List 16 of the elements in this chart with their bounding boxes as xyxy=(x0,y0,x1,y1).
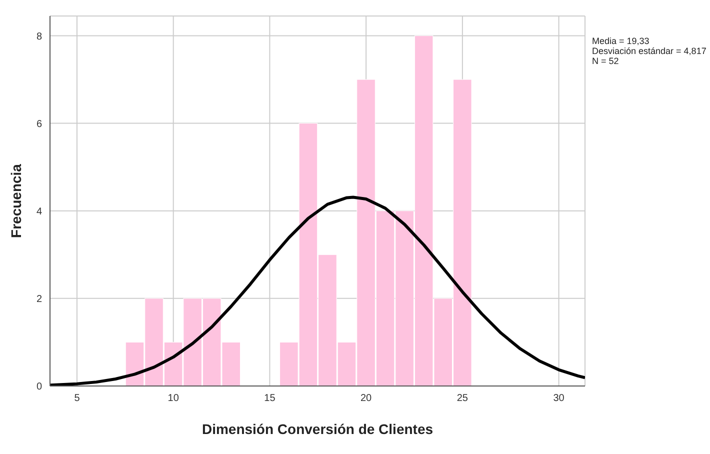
text: Desviación estándar = 4,817 xyxy=(592,46,706,56)
x-tick-label: 10 xyxy=(168,393,180,404)
y-tick-label: 8 xyxy=(36,31,42,42)
x-tick-label: 20 xyxy=(360,393,372,404)
y-tick-label: 0 xyxy=(36,382,42,393)
x-tick-label: 15 xyxy=(264,393,276,404)
x-tick-label: 30 xyxy=(553,393,565,404)
x-axis-title: Dimensión Conversión de Clientes xyxy=(202,421,434,437)
text: N = 52 xyxy=(592,56,620,66)
y-axis-title: Frecuencia xyxy=(8,164,24,238)
text: Media = 19,33 xyxy=(592,36,650,46)
x-tick-label: 5 xyxy=(74,393,80,404)
y-tick-label: 4 xyxy=(36,206,42,218)
x-tick-label: 25 xyxy=(456,393,468,404)
y-tick-label: 6 xyxy=(36,118,42,130)
y-tick-label: 2 xyxy=(36,294,42,305)
